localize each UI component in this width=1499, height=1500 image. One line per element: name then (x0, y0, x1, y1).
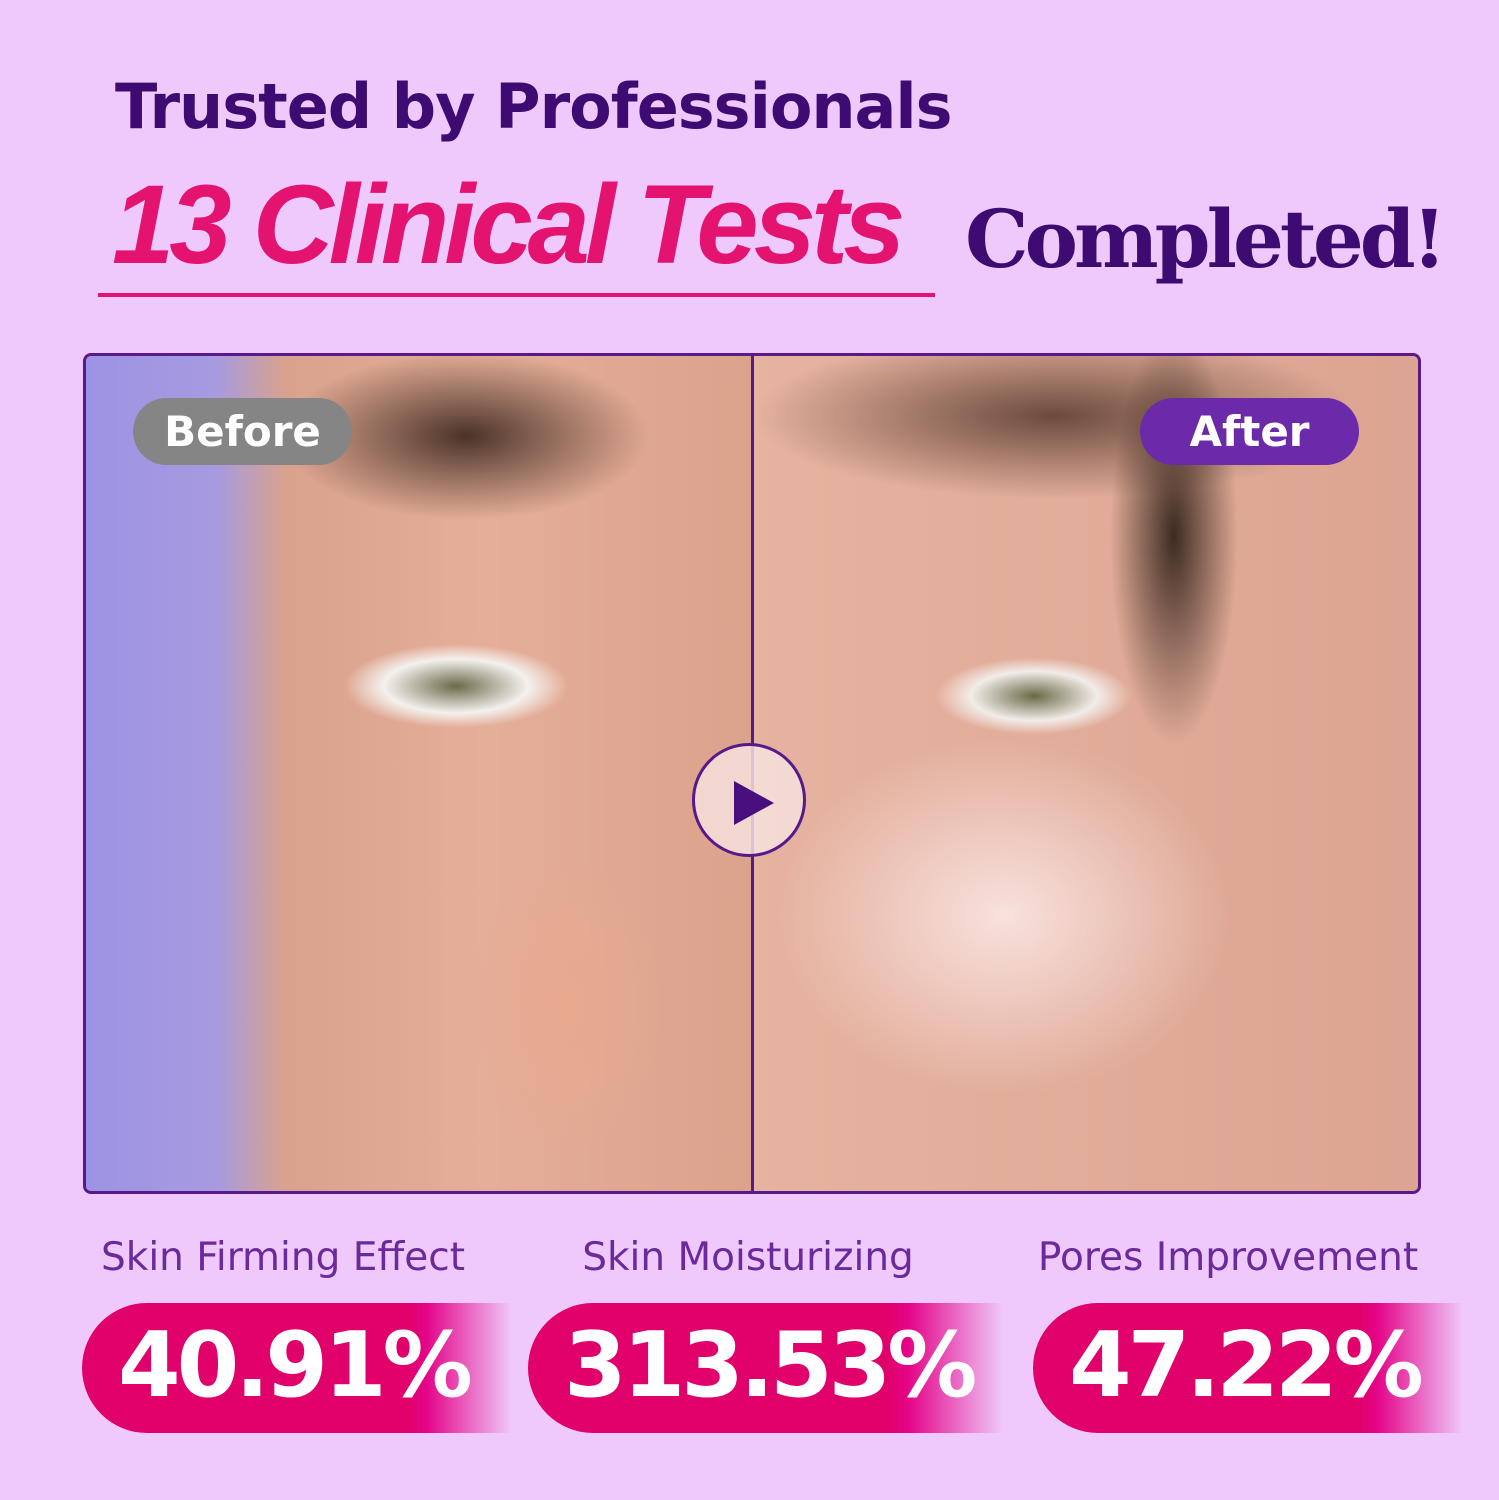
before-after-comparison: Before After (83, 353, 1421, 1194)
before-badge: Before (133, 398, 352, 465)
before-photo (86, 356, 752, 1191)
after-photo (754, 356, 1418, 1191)
stat-firming: 40.91% (82, 1303, 512, 1433)
stat-pores: 47.22% (1033, 1303, 1463, 1433)
headline-highlight: 13 Clinical Tests (112, 162, 906, 287)
stat-value-pores: 47.22% (1069, 1313, 1424, 1418)
headline-line1: Trusted by Professionals (115, 70, 953, 143)
stat-value-moisturizing: 313.53% (564, 1313, 977, 1418)
highlight-underline (98, 293, 935, 297)
play-button[interactable] (692, 743, 806, 857)
stat-moisturizing: 313.53% (528, 1303, 1003, 1433)
play-icon (734, 781, 774, 825)
stat-label-firming: Skin Firming Effect (100, 1235, 465, 1280)
stat-label-pores: Pores Improvement (1037, 1235, 1419, 1280)
stat-value-firming: 40.91% (118, 1313, 473, 1418)
headline-suffix: Completed! (965, 192, 1447, 286)
after-badge: After (1140, 398, 1359, 465)
stat-label-moisturizing: Skin Moisturizing (582, 1235, 914, 1280)
